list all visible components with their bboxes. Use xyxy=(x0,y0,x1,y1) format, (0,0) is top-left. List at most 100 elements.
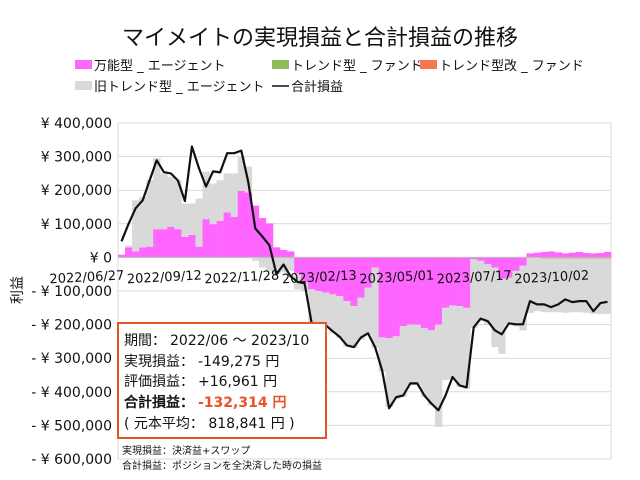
bar xyxy=(216,180,224,221)
summary-box-border xyxy=(117,322,327,439)
legend-item: 万能型 _ エージェント xyxy=(75,59,226,74)
bar xyxy=(181,236,189,258)
bar xyxy=(470,259,478,328)
bar xyxy=(434,324,443,428)
bar xyxy=(491,267,499,348)
bar xyxy=(343,301,351,347)
bar xyxy=(329,294,337,333)
bar xyxy=(139,247,147,258)
bar xyxy=(519,265,527,331)
bar xyxy=(582,257,591,259)
bar xyxy=(322,292,330,327)
bar xyxy=(392,336,401,399)
y-tick-label: ¥ 100,000 xyxy=(41,217,112,233)
svg-text:期間：2022/06 ～ 2023/10: 期間： 2022/06 ～ 2023/10 xyxy=(124,333,309,349)
legend-label: 旧トレンド型 _ エージェント xyxy=(94,80,265,95)
bar xyxy=(413,257,422,325)
bar xyxy=(554,252,562,258)
bar xyxy=(160,173,168,230)
bar xyxy=(463,307,471,389)
bar xyxy=(294,257,302,274)
bar xyxy=(399,257,408,327)
legend-swatch xyxy=(75,81,92,90)
bar xyxy=(427,330,436,406)
bar xyxy=(371,267,379,349)
period-label: 期間： xyxy=(124,333,166,349)
bar xyxy=(470,257,478,260)
bar xyxy=(350,257,358,307)
bar xyxy=(223,173,231,213)
bar xyxy=(575,257,584,259)
bar xyxy=(406,257,415,325)
principal-average: ( 元本平均： 818,841 円 ) xyxy=(124,416,295,432)
bar xyxy=(237,156,246,191)
bar xyxy=(174,180,182,230)
bar xyxy=(498,257,506,279)
bar xyxy=(434,257,443,325)
bar xyxy=(195,246,203,258)
bar xyxy=(413,324,422,386)
y-tick-label: ¥ 300,000 xyxy=(41,150,112,166)
bar xyxy=(315,291,323,330)
y-axis-labels: ¥ 400,000 ¥ 300,000 ¥ 200,000 ¥ 100,000 ¥ 0 -… xyxy=(31,116,112,468)
bar xyxy=(146,246,154,258)
summary-box: 期間： 2022/06 ～ 2023/10 実現損益： -149,275 円 評価損… xyxy=(117,322,327,439)
bar xyxy=(596,257,605,259)
bar xyxy=(230,173,239,217)
bar xyxy=(533,252,541,258)
y-axis-title: 利益 xyxy=(10,276,26,304)
bar xyxy=(153,158,161,230)
bar xyxy=(449,257,457,306)
footnote-total: 合計損益：ポジションを全決済した時の損益 xyxy=(122,459,322,472)
bar xyxy=(568,252,577,258)
bar xyxy=(603,257,612,259)
bar xyxy=(301,257,309,283)
chart-title: マイメイトの実現損益と合計損益の推移 xyxy=(122,26,518,51)
bar xyxy=(441,307,450,381)
bar xyxy=(512,270,520,327)
bars xyxy=(118,156,612,428)
bar xyxy=(209,183,217,225)
bar xyxy=(441,257,450,308)
bar xyxy=(484,264,492,325)
bar xyxy=(456,306,464,387)
bar xyxy=(449,305,457,379)
bar xyxy=(526,253,534,258)
bar xyxy=(575,252,584,258)
bar xyxy=(526,257,534,313)
bar xyxy=(420,257,429,328)
legend-label: トレンド型 _ ファンド xyxy=(291,59,423,74)
period-value: 2022/06 ～ 2023/10 xyxy=(170,333,309,349)
realized-value: -149,275 円 xyxy=(198,354,279,370)
legend-label: 合計損益 xyxy=(291,79,343,95)
bar xyxy=(420,327,429,397)
bar xyxy=(582,253,591,258)
bar xyxy=(589,258,598,314)
bar xyxy=(547,251,555,258)
x-tick-label: 2023/10/02 xyxy=(514,268,590,287)
total-value: -132,314 円 xyxy=(198,395,286,411)
bar xyxy=(308,257,316,290)
bar xyxy=(540,257,548,259)
bar xyxy=(153,229,161,258)
bar xyxy=(406,324,415,386)
bar xyxy=(371,257,379,268)
bar xyxy=(279,250,288,258)
legend: 万能型 _ エージェント トレンド型 _ ファンド トレンド型改 _ ファンド旧トレ… xyxy=(75,59,584,95)
svg-text:評価損益：+16,961 円: 評価損益： +16,961 円 xyxy=(124,374,277,390)
bar xyxy=(209,224,217,258)
bar xyxy=(561,253,570,258)
bar xyxy=(167,226,175,258)
bar xyxy=(596,253,605,258)
bar xyxy=(463,257,471,308)
bar xyxy=(547,257,555,259)
bar xyxy=(477,260,485,322)
legend-item: トレンド型 _ ファンド xyxy=(272,59,423,74)
bar xyxy=(272,257,281,275)
y-tick-label: - ¥ 200,000 xyxy=(31,318,112,334)
legend-label: トレンド型改 _ ファンド xyxy=(439,59,584,74)
bar xyxy=(125,247,133,258)
bar xyxy=(336,257,344,297)
bar xyxy=(505,277,513,325)
bar xyxy=(216,220,224,258)
